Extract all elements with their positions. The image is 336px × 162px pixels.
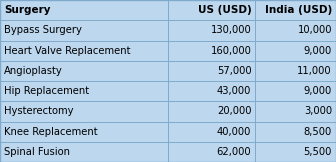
Text: 20,000: 20,000	[217, 106, 251, 116]
Text: 160,000: 160,000	[210, 46, 251, 56]
Text: India (USD): India (USD)	[265, 5, 332, 15]
Text: 8,500: 8,500	[304, 127, 332, 137]
Text: 5,500: 5,500	[304, 147, 332, 157]
Text: Spinal Fusion: Spinal Fusion	[4, 147, 70, 157]
Text: 9,000: 9,000	[304, 46, 332, 56]
Text: 43,000: 43,000	[217, 86, 251, 96]
Text: 130,000: 130,000	[211, 25, 251, 35]
Text: Knee Replacement: Knee Replacement	[4, 127, 98, 137]
Text: 3,000: 3,000	[304, 106, 332, 116]
Text: 11,000: 11,000	[297, 66, 332, 76]
Text: 10,000: 10,000	[297, 25, 332, 35]
Text: Hysterectomy: Hysterectomy	[4, 106, 74, 116]
Text: 9,000: 9,000	[304, 86, 332, 96]
Text: 57,000: 57,000	[217, 66, 251, 76]
Text: Surgery: Surgery	[4, 5, 50, 15]
Text: Bypass Surgery: Bypass Surgery	[4, 25, 82, 35]
Text: 40,000: 40,000	[217, 127, 251, 137]
Text: 62,000: 62,000	[217, 147, 251, 157]
Text: Hip Replacement: Hip Replacement	[4, 86, 89, 96]
Text: Angioplasty: Angioplasty	[4, 66, 63, 76]
Text: US (USD): US (USD)	[198, 5, 251, 15]
Text: Heart Valve Replacement: Heart Valve Replacement	[4, 46, 130, 56]
